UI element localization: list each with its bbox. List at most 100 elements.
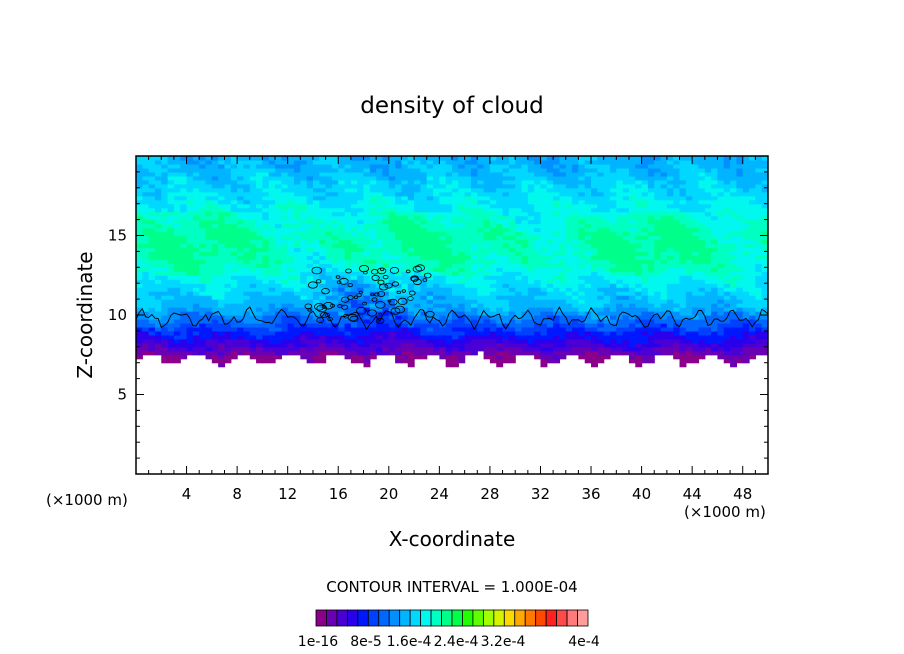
field-cell [218,255,226,260]
field-cell [673,303,681,308]
field-cell [622,271,630,276]
field-cell [749,243,756,249]
field-cell [275,283,282,288]
field-cell [508,195,516,201]
field-cell [205,271,213,276]
field-cell [275,263,282,268]
field-cell [445,350,453,356]
field-cell [679,239,687,245]
field-cell [704,307,712,312]
field-cell [287,299,295,304]
field-cell [180,159,188,165]
field-cell [717,163,725,169]
field-cell [205,156,213,161]
field-cell [679,346,687,352]
field-cell [136,211,143,217]
field-cell [224,259,232,264]
field-cell [654,307,662,312]
field-cell [546,287,554,292]
field-cell [401,187,409,193]
field-cell [679,247,687,252]
field-cell [249,163,257,169]
field-cell [180,243,188,249]
field-cell [142,191,150,197]
field-cell [578,326,586,332]
field-cell [382,279,390,284]
field-cell [344,330,352,336]
field-cell [192,338,200,344]
field-cell [249,307,257,312]
field-cell [382,334,390,340]
field-cell [603,267,611,272]
field-cell [736,159,744,165]
field-cell [534,307,542,312]
field-cell [357,358,365,364]
field-cell [673,315,681,320]
field-cell [559,215,567,221]
field-cell [616,243,624,249]
field-cell [508,315,516,320]
field-cell [306,287,314,292]
field-cell [433,338,440,344]
field-cell [262,307,270,312]
field-cell [717,346,725,352]
field-cell [281,311,289,316]
field-cell [730,167,737,173]
field-cell [148,159,156,165]
field-cell [730,171,737,177]
field-cell [489,307,497,312]
field-cell [161,203,169,209]
field-cell [717,283,725,288]
field-cell [717,247,725,252]
field-cell [660,283,668,288]
field-cell [635,247,643,252]
field-cell [742,311,750,316]
field-cell [736,255,744,260]
field-cell [515,231,523,237]
field-cell [597,346,605,352]
field-cell [218,183,226,189]
field-cell [641,358,649,364]
field-cell [287,219,295,225]
field-cell [186,199,194,205]
field-cell [698,346,706,352]
field-cell [338,346,346,352]
field-cell [723,171,731,177]
field-cell [603,318,611,324]
field-cell [439,299,447,304]
field-cell [736,307,744,312]
field-cell [628,322,636,328]
field-cell [654,287,662,292]
field-cell [369,322,377,328]
field-cell [287,195,295,201]
field-cell [243,315,251,320]
field-cell [477,191,485,197]
field-cell [426,251,434,256]
field-cell [534,295,542,300]
field-cell [199,211,207,217]
field-cell [635,227,643,233]
field-cell [723,279,731,284]
field-cell [622,211,630,217]
field-cell [262,299,270,304]
field-cell [546,303,554,308]
field-cell [180,291,188,296]
field-cell [679,362,687,368]
field-cell [281,159,289,165]
field-cell [338,195,346,201]
field-cell [496,171,504,177]
field-cell [527,346,535,352]
field-cell [230,271,238,276]
field-cell [534,326,542,332]
field-cell [439,350,447,356]
field-cell [167,342,175,348]
field-cell [300,259,308,264]
field-cell [742,295,750,300]
field-cell [331,195,339,201]
field-cell [603,263,611,268]
field-cell [395,279,403,284]
field-cell [489,156,497,161]
field-cell [742,330,750,336]
field-cell [711,163,719,169]
field-cell [515,326,523,332]
